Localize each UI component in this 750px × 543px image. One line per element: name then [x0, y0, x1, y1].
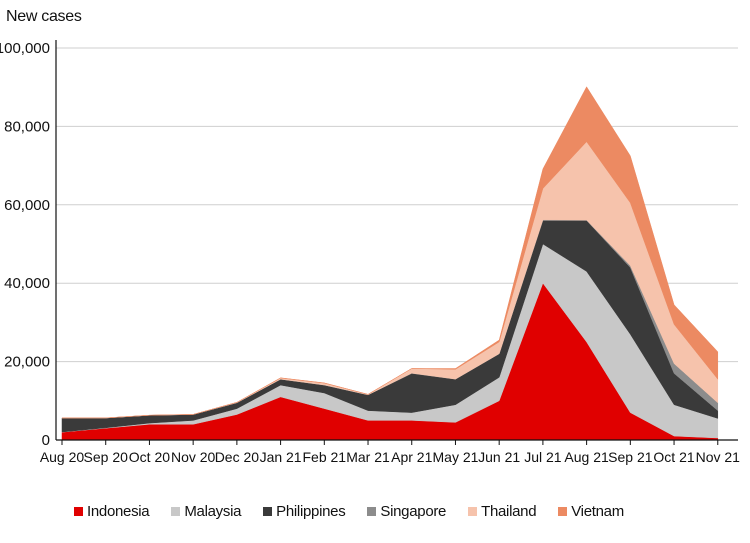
y-axis-title: New cases [6, 8, 82, 25]
legend-swatch [468, 506, 478, 516]
y-tick-label: 60,000 [4, 197, 50, 214]
legend-label: Vietnam [571, 502, 624, 520]
x-tick-label: Apr 21 [391, 449, 432, 465]
x-tick-labels: Aug 20 Sep 20 Oct 20 Nov 20 Dec 20 Jan 21 Feb … [40, 440, 740, 465]
legend-label: Singapore [380, 502, 447, 520]
axes [55, 40, 738, 441]
legend-swatch [171, 506, 181, 516]
y-tick-label: 80,000 [4, 118, 50, 135]
stacked-areas [61, 86, 719, 441]
legend: Indonesia Malaysia Philippines Singapore Tha… [74, 497, 734, 525]
y-tick-label: 100,000 [0, 40, 50, 57]
x-tick-label: Jan 21 [260, 449, 302, 465]
x-tick-label: Sep 20 [84, 449, 129, 465]
legend-item-singapore: Singapore [367, 503, 446, 520]
x-tick-label: Jun 21 [478, 449, 520, 465]
area-vietnam [61, 86, 719, 419]
y-tick-label: 20,000 [4, 354, 50, 371]
legend-swatch [367, 506, 377, 516]
legend-label: Philippines [276, 502, 346, 520]
x-tick-label: May 21 [433, 449, 479, 465]
x-tick-label: Nov 20 [171, 449, 216, 465]
x-tick-label: Dec 20 [215, 449, 260, 465]
legend-label: Indonesia [87, 502, 150, 520]
x-tick-label: Nov 21 [696, 449, 741, 465]
y-tick-label: 0 [42, 432, 50, 449]
x-tick-label: Feb 21 [303, 449, 347, 465]
x-tick-label: Oct 20 [129, 449, 170, 465]
x-tick-label: Jul 21 [524, 449, 562, 465]
legend-swatch [74, 506, 83, 516]
legend-item-vietnam: Vietnam [558, 503, 624, 520]
x-tick-label: Sep 21 [608, 449, 653, 465]
legend-item-philippines: Philippines [263, 502, 346, 520]
x-tick-label: Oct 21 [653, 449, 694, 465]
legend-item-thailand: Thailand [468, 502, 537, 520]
x-tick-label: Mar 21 [346, 449, 390, 465]
legend-swatch [263, 506, 273, 516]
legend-item-malaysia: Malaysia [171, 503, 241, 520]
y-tick-label: 40,000 [4, 275, 50, 292]
legend-label: Malaysia [184, 502, 242, 520]
x-tick-label: Aug 21 [564, 449, 609, 465]
y-tick-labels: 0 20,000 40,000 60,000 80,000 100,000 [0, 40, 50, 449]
legend-swatch [558, 506, 568, 516]
legend-label: Thailand [481, 502, 537, 520]
legend-item-indonesia: Indonesia [74, 502, 150, 520]
x-tick-label: Aug 20 [40, 449, 85, 465]
